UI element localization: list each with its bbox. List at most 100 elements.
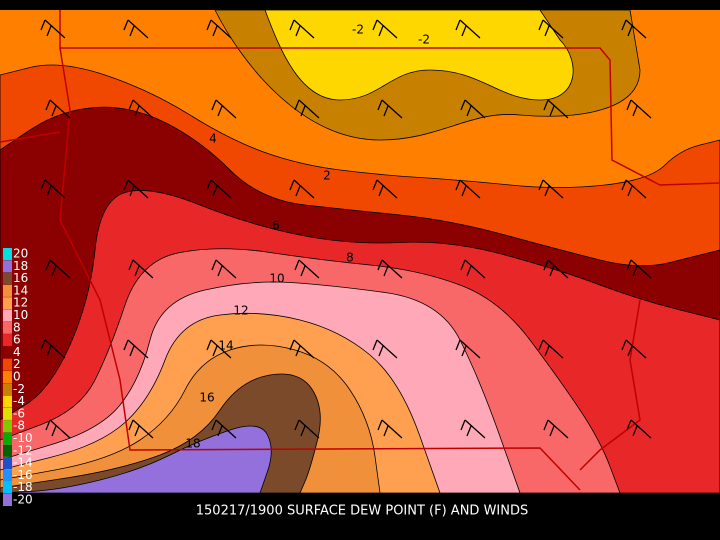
wind-barb [123, 179, 149, 199]
legend-swatch [3, 346, 12, 359]
contour-label: 18 [185, 437, 200, 451]
legend-swatch [3, 334, 12, 347]
legend-label: 14 [13, 283, 28, 297]
wind-barb [128, 99, 154, 119]
wind-barb [455, 19, 481, 39]
wind-barb [40, 339, 66, 359]
wind-barb [621, 19, 647, 39]
wind-barb [211, 419, 237, 439]
wind-barb [460, 99, 486, 119]
wind-barb [206, 19, 232, 39]
legend-label: 12 [13, 296, 28, 310]
wind-barb [377, 99, 403, 119]
wind-barb [538, 19, 564, 39]
wind-barb [377, 259, 403, 279]
legend-label: -16 [13, 468, 33, 482]
legend-label: -12 [13, 443, 33, 457]
legend-swatch [3, 407, 12, 420]
legend-swatch [3, 444, 12, 457]
wind-barb [294, 419, 320, 439]
wind-barb [123, 339, 149, 359]
border [59, 47, 581, 491]
legend-swatch [3, 457, 12, 470]
legend-label: 2 [13, 357, 21, 371]
contour-label: 16 [199, 391, 214, 405]
wind-barb [455, 179, 481, 199]
wind-barb [460, 259, 486, 279]
legend-label: 20 [13, 247, 28, 261]
wind-barb [621, 179, 647, 199]
legend-label: -2 [13, 382, 25, 396]
wind-barb [206, 179, 232, 199]
wind-barb [543, 259, 569, 279]
legend: 20181614121086420-2-4-6-8-10-12-14-16-18… [3, 247, 33, 507]
wind-barb [40, 19, 66, 39]
wind-barb [45, 99, 71, 119]
wind-barb [621, 339, 647, 359]
wind-barb [460, 419, 486, 439]
wind-barb [372, 19, 398, 39]
field-band [264, 9, 574, 101]
wind-barb [543, 99, 569, 119]
wind-barb [294, 259, 320, 279]
legend-swatch [3, 260, 12, 273]
legend-swatch [3, 432, 12, 445]
wind-barb [455, 339, 481, 359]
wind-barb [289, 19, 315, 39]
wind-barb [294, 99, 320, 119]
contour-label: 10 [269, 272, 284, 286]
contour-label: -2 [352, 23, 364, 37]
legend-label: -8 [13, 419, 25, 433]
wind-barb [128, 259, 154, 279]
legend-swatch [3, 358, 12, 371]
legend-label: 0 [13, 370, 21, 384]
legend-label: -10 [13, 431, 33, 445]
wind-barb [538, 179, 564, 199]
wind-barb [289, 339, 315, 359]
legend-label: -14 [13, 456, 33, 470]
wind-barb [538, 339, 564, 359]
contour-label: 6 [272, 219, 280, 233]
field-band [0, 425, 272, 494]
contour-label: 8 [346, 251, 354, 265]
wind-barb [372, 339, 398, 359]
legend-swatch [3, 309, 12, 322]
legend-label: -18 [13, 480, 33, 494]
legend-swatch [3, 469, 12, 482]
legend-swatch [3, 395, 12, 408]
state-borders [0, 10, 720, 491]
contour-label: 12 [233, 304, 248, 318]
contour-label: 2 [323, 169, 331, 183]
contour-label: 14 [218, 339, 233, 353]
contour-labels: -2 -2 4 2 6 8 10 12 14 16 18 [185, 23, 430, 451]
wind-barb [377, 419, 403, 439]
wind-barb [543, 419, 569, 439]
wind-barb [123, 19, 149, 39]
legend-label: -20 [13, 493, 33, 507]
legend-label: 16 [13, 271, 28, 285]
dew-point-fields [0, 9, 720, 494]
wind-barb [45, 419, 71, 439]
legend-swatch [3, 248, 12, 260]
legend-label: 10 [13, 308, 28, 322]
border [0, 131, 641, 471]
wind-barb [206, 339, 232, 359]
legend-swatch [3, 481, 12, 494]
wind-barb [626, 419, 652, 439]
wind-barb [45, 259, 71, 279]
wind-barb [128, 419, 154, 439]
wind-barbs [40, 19, 652, 439]
wind-barb [211, 99, 237, 119]
contour-label: -2 [418, 33, 430, 47]
wind-barb [40, 179, 66, 199]
legend-label: 4 [13, 345, 21, 359]
legend-swatch [3, 321, 12, 334]
legend-swatch [3, 420, 12, 433]
legend-swatch [3, 284, 12, 297]
legend-label: 18 [13, 259, 28, 273]
legend-swatch [3, 297, 12, 310]
wind-barb [626, 99, 652, 119]
legend-swatch [3, 383, 12, 396]
legend-label: -6 [13, 406, 25, 420]
